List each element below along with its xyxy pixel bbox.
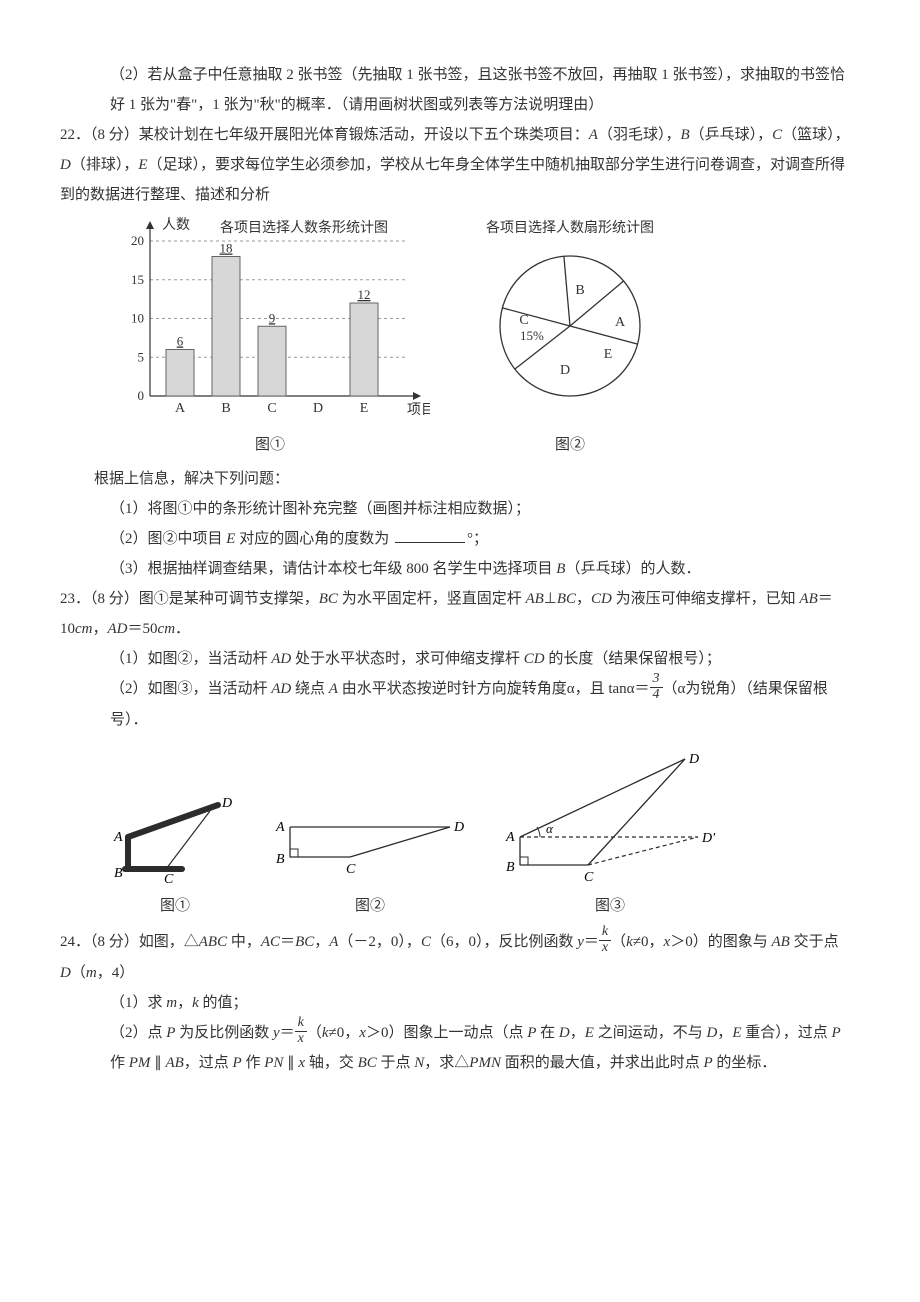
- q22-p3: （3）根据抽样调查结果，请估计本校七年级 800 名学生中选择项目 B（乒乓球）…: [60, 554, 850, 584]
- svg-text:E: E: [604, 347, 613, 362]
- frac-3-4: 34: [650, 672, 663, 702]
- svg-text:各项目选择人数扇形统计图: 各项目选择人数扇形统计图: [486, 220, 654, 236]
- pie-chart-block: 各项目选择人数扇形统计图 B A E D C15% 图②: [470, 216, 670, 460]
- q22-p2: （2）图②中项目 E 对应的圆心角的度数为 °；: [60, 524, 850, 554]
- pie-chart: 各项目选择人数扇形统计图 B A E D C15%: [470, 216, 670, 426]
- svg-text:5: 5: [138, 349, 145, 364]
- svg-text:D: D: [688, 752, 699, 767]
- fig2-block: ABCD 图②: [270, 797, 470, 921]
- frac-k-x-1: kx: [599, 925, 611, 955]
- svg-text:B: B: [575, 283, 584, 298]
- svg-text:α: α: [546, 821, 554, 836]
- bar-chart: 0 5 10 15 20 人数项目 各项目选择人数条形统计图 6 A 18 B 9 C D 12 E: [110, 216, 430, 426]
- svg-text:A: A: [175, 401, 186, 416]
- svg-text:20: 20: [131, 233, 144, 248]
- svg-text:D′: D′: [701, 831, 716, 846]
- svg-text:12: 12: [358, 287, 371, 302]
- lbl-D: D: [60, 157, 71, 173]
- q23-stem: 23．（8 分）图①是某种可调节支撑架，BC 为水平固定杆，竖直固定杆 AB⊥B…: [60, 584, 850, 644]
- svg-text:15%: 15%: [520, 328, 544, 343]
- fig3-block: αABCDD′ 图③: [500, 747, 720, 921]
- svg-text:C: C: [346, 862, 356, 877]
- svg-text:D: D: [313, 401, 323, 416]
- pie-caption: 图②: [555, 430, 585, 460]
- svg-text:10: 10: [131, 311, 144, 326]
- blank-angle: [395, 527, 465, 543]
- lbl-E: E: [138, 157, 147, 173]
- bar-chart-block: 0 5 10 15 20 人数项目 各项目选择人数条形统计图 6 A 18 B 9 C D 12 E 图①: [110, 216, 430, 460]
- svg-text:D: D: [221, 796, 232, 811]
- fig1-block: ABCD 图①: [110, 777, 240, 921]
- q23-p1: （1）如图②，当活动杆 AD 处于水平状态时，求可伸缩支撑杆 CD 的长度（结果…: [60, 644, 850, 674]
- svg-text:人数: 人数: [162, 217, 190, 233]
- svg-text:C: C: [164, 872, 174, 887]
- q22-after: 根据上信息，解决下列问题：: [60, 464, 850, 494]
- figure-3: α AB C D D′: [500, 747, 720, 887]
- svg-text:A: A: [615, 315, 626, 330]
- q22-charts: 0 5 10 15 20 人数项目 各项目选择人数条形统计图 6 A 18 B 9 C D 12 E 图① 各…: [110, 216, 850, 460]
- q24-p2: （2）点 P 为反比例函数 y＝kx（k≠0，x＞0）图象上一动点（点 P 在 …: [60, 1018, 850, 1079]
- svg-text:D: D: [453, 820, 464, 835]
- lbl-B: B: [680, 127, 689, 143]
- svg-text:9: 9: [269, 310, 276, 325]
- svg-text:C: C: [519, 313, 528, 328]
- q24-p1: （1）求 m，k 的值；: [60, 988, 850, 1018]
- q23-figures: ABCD 图① ABCD 图② αABCDD′ 图③: [110, 747, 850, 921]
- svg-text:A: A: [113, 830, 123, 845]
- svg-text:A: A: [275, 820, 285, 835]
- svg-text:A: A: [505, 830, 515, 845]
- svg-text:B: B: [506, 860, 515, 875]
- svg-text:6: 6: [177, 334, 184, 349]
- lbl-A: A: [589, 127, 598, 143]
- q24-stem: 24．（8 分）如图，△ABC 中，AC＝BC，A（－2，0），C（6，0），反…: [60, 927, 850, 988]
- svg-text:D: D: [560, 363, 570, 378]
- figure-2: A B C D: [270, 797, 470, 887]
- svg-text:B: B: [276, 852, 285, 867]
- svg-text:E: E: [360, 401, 369, 416]
- svg-text:C: C: [267, 401, 276, 416]
- svg-text:B: B: [221, 401, 230, 416]
- figure-1: A B C D: [110, 777, 240, 887]
- svg-text:各项目选择人数条形统计图: 各项目选择人数条形统计图: [220, 219, 388, 236]
- svg-text:18: 18: [220, 241, 233, 256]
- q23-p2: （2）如图③，当活动杆 AD 绕点 A 由水平状态按逆时针方向旋转角度α，且 t…: [60, 674, 850, 735]
- svg-text:项目: 项目: [407, 403, 430, 418]
- q22-head: 22．（8 分）某校计划在七年级开展阳光体育锻炼活动，开设以下五个珠类项目：: [60, 127, 589, 143]
- bar-caption: 图①: [255, 430, 285, 460]
- frac-k-x-2: kx: [295, 1016, 307, 1046]
- q22-stem: 22．（8 分）某校计划在七年级开展阳光体育锻炼活动，开设以下五个珠类项目：A（…: [60, 120, 850, 210]
- q22-p1: （1）将图①中的条形统计图补充完整（画图并标注相应数据）；: [60, 494, 850, 524]
- svg-text:B: B: [114, 866, 123, 881]
- svg-text:0: 0: [138, 388, 145, 403]
- q21-part2: （2）若从盒子中任意抽取 2 张书签（先抽取 1 张书签，且这张书签不放回，再抽…: [60, 60, 850, 120]
- svg-text:C: C: [584, 870, 594, 885]
- lbl-C: C: [772, 127, 782, 143]
- svg-text:15: 15: [131, 272, 144, 287]
